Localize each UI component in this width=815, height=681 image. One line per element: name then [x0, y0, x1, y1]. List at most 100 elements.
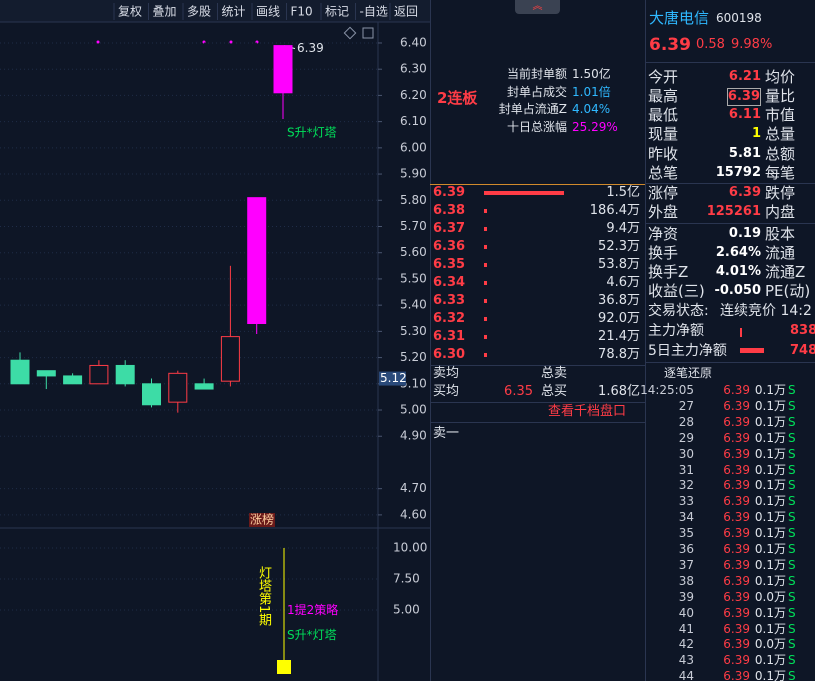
icon[interactable] [343, 26, 357, 40]
bid-bar [484, 191, 564, 195]
seal-value: 25.29% [572, 119, 618, 134]
label: 总买 [541, 384, 568, 399]
tick-time: 27 [678, 398, 694, 413]
toolbar-button[interactable]: -自选 [360, 5, 388, 19]
current-price-box [379, 371, 406, 386]
toolbar-button[interactable]: 叠加 [153, 5, 177, 19]
stat-label: 每笔 [765, 164, 796, 182]
tick-side: S [788, 462, 796, 477]
bid-volume: 9.4万 [606, 221, 640, 236]
candle-body [220, 336, 240, 382]
tick-time: 39 [678, 589, 694, 604]
tick-volume: 0.1万 [754, 478, 786, 493]
tick-side: S [788, 669, 796, 681]
stat-value: 15792 [715, 165, 761, 180]
tick-volume: 0.1万 [754, 605, 786, 620]
y-tick-label: 7.50 [393, 571, 420, 585]
tick-side: S [788, 605, 796, 620]
tick-time: 38 [678, 573, 694, 588]
change: 0.58 [696, 37, 725, 52]
stat-label: 涨停 [648, 184, 679, 202]
stat-label: 昨收 [648, 145, 679, 163]
tick-side: S [788, 383, 796, 397]
tick-volume: 0.0万 [754, 637, 786, 652]
toolbar-button[interactable]: 标记 [325, 5, 349, 19]
stat-value: 4.01% [715, 264, 761, 279]
tick-side: S [788, 430, 796, 445]
flow-bar [740, 328, 742, 337]
divider [645, 362, 815, 363]
stat-value: 125261 [706, 204, 761, 219]
stat-value: 6.21 [728, 69, 761, 84]
tick-volume: 0.1万 [754, 653, 786, 668]
limit-dot [229, 40, 233, 44]
candle-body [63, 375, 83, 385]
tick-time: 36 [678, 542, 694, 556]
link[interactable]: 查看千档盘口 [548, 404, 627, 419]
tick-volume: 0.1万 [754, 430, 786, 445]
label: 买均 [433, 384, 460, 399]
toolbar-button[interactable]: F10 [291, 5, 313, 19]
bid-volume: 78.8万 [598, 347, 640, 362]
tick-side: S [788, 446, 796, 461]
bid-price: 6.34 [433, 275, 466, 290]
tick-price: 6.39 [723, 605, 750, 620]
badge: 涨榜 [250, 512, 274, 527]
bid-bar [484, 335, 487, 339]
stat-label: 最高 [648, 87, 679, 105]
flow-value: 838. [790, 323, 815, 338]
stat-value: 1 [751, 126, 761, 141]
tick-price: 6.39 [723, 510, 750, 525]
stock-code: 600198 [716, 11, 762, 25]
tick-price: 6.39 [723, 526, 750, 541]
y-tick-label: 4.70 [400, 481, 427, 495]
tick-volume: 0.1万 [754, 669, 786, 681]
divider [430, 365, 645, 366]
stat-label: 外盘 [648, 203, 679, 221]
seal-label: 封单占成交 [506, 84, 567, 99]
stat-label: 市值 [765, 106, 796, 124]
stat-label: 量比 [765, 87, 796, 105]
candle-body [194, 383, 214, 390]
seal-label: 十日总涨幅 [506, 119, 567, 134]
seal-value: 1.50亿 [572, 67, 611, 81]
icon[interactable] [362, 27, 374, 39]
toolbar-button[interactable]: 画线 [256, 5, 280, 19]
bid-price: 6.37 [433, 221, 466, 236]
bid-bar [484, 245, 487, 249]
stat-label: 今开 [648, 68, 679, 86]
bid-price: 6.39 [433, 185, 466, 200]
stat-value: 6.11 [728, 107, 761, 122]
candle-body [89, 364, 109, 385]
tick-time: 42 [678, 637, 694, 652]
y-tick-label: 5.90 [400, 167, 427, 181]
toolbar-button[interactable]: 返回 [394, 5, 418, 19]
y-tick-label: 10.00 [393, 540, 427, 554]
divider [430, 184, 645, 185]
stat-value: 6.39 [728, 185, 761, 200]
seal-label: 封单占流通Z [498, 102, 567, 116]
stat-value: 5.81 [728, 146, 761, 161]
tick-side: S [788, 414, 796, 429]
y-tick-label: 6.40 [400, 35, 427, 49]
toolbar-button[interactable]: 多股 [187, 5, 211, 19]
candle-body [10, 359, 30, 385]
y-tick-label: 6.20 [400, 88, 427, 102]
divider [645, 223, 815, 224]
stat-label: 流通Z [765, 263, 806, 281]
tick-side: S [788, 398, 796, 413]
bid-bar [484, 227, 487, 231]
bid-bar [484, 317, 487, 321]
bid-price: 6.33 [433, 293, 466, 308]
tick-time: 14:25:05 [640, 383, 694, 397]
stat-value: 0.19 [728, 226, 761, 241]
toolbar-button[interactable]: 统计 [222, 5, 246, 19]
period-label: 灯塔第1期 [256, 566, 271, 627]
collapse-tab[interactable]: ︽ [515, 0, 560, 14]
tick-side: S [788, 542, 796, 556]
y-tick-label: 6.10 [400, 114, 427, 128]
toolbar-button[interactable]: 复权 [118, 5, 142, 19]
candle-body [168, 372, 188, 403]
bid-bar [484, 281, 487, 285]
y-tick-label: 5.80 [400, 193, 427, 207]
